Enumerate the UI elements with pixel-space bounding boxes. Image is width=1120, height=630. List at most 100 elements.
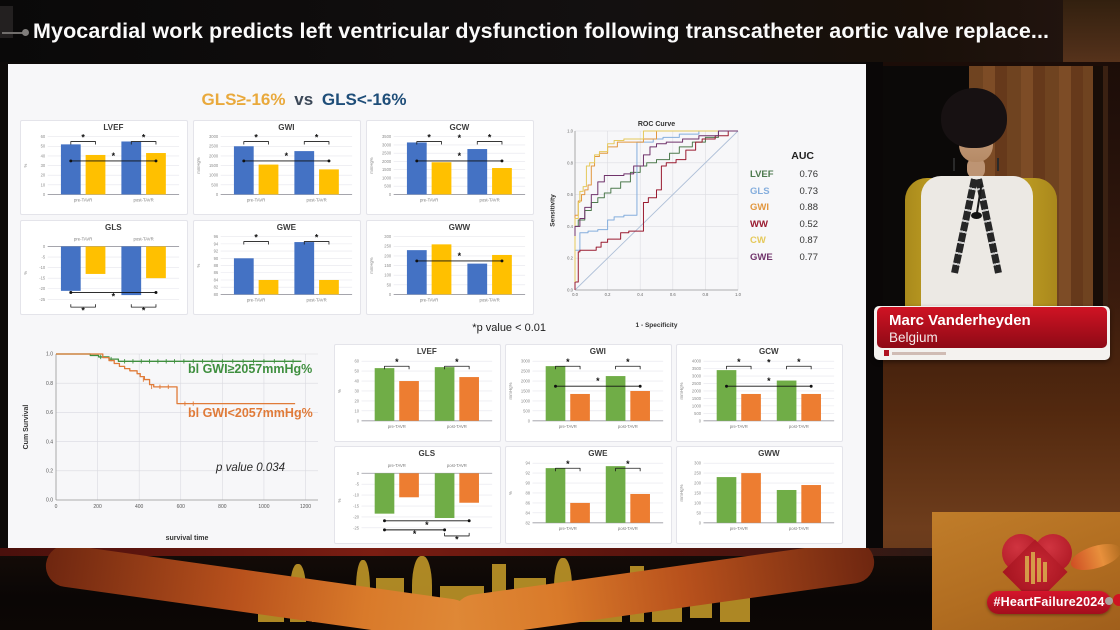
svg-text:*: *	[427, 133, 431, 143]
survival-label-high: bl GWI≥2057mmHg%	[188, 362, 313, 376]
survival-label-low: bl GWI<2057mmHg%	[188, 406, 313, 420]
speaker-lower-third: Marc Vanderheyden Belgium	[877, 307, 1107, 348]
svg-text:pre-TAVR: pre-TAVR	[559, 424, 577, 429]
heart-brush-tail	[1067, 538, 1120, 576]
svg-text:0: 0	[389, 292, 392, 297]
svg-text:*: *	[315, 133, 319, 143]
svg-text:%: %	[196, 263, 201, 267]
svg-text:1500: 1500	[382, 167, 392, 172]
svg-text:86: 86	[214, 270, 219, 275]
svg-text:*: *	[767, 358, 771, 368]
svg-text:3000: 3000	[692, 374, 702, 379]
svg-text:0.6: 0.6	[567, 192, 573, 197]
roc-legend-series-name: CW	[750, 235, 766, 246]
svg-text:20: 20	[354, 398, 359, 403]
svg-text:80: 80	[214, 292, 219, 297]
svg-text:*: *	[455, 534, 459, 543]
svg-text:1500: 1500	[521, 388, 531, 393]
svg-text:0.4: 0.4	[637, 292, 643, 297]
roc-legend-series-name: GWI	[750, 202, 769, 213]
heart-skyline-bar	[1043, 562, 1047, 582]
svg-text:*: *	[112, 291, 116, 301]
svg-text:30: 30	[354, 388, 359, 393]
svg-text:2500: 2500	[521, 369, 531, 374]
roc-legend-auc-value: 0.52	[799, 218, 819, 230]
svg-text:*: *	[455, 357, 459, 367]
svg-text:0.6: 0.6	[46, 410, 53, 416]
svg-text:pre-TAVR: pre-TAVR	[420, 297, 438, 302]
svg-text:-5: -5	[42, 255, 46, 260]
svg-text:1.0: 1.0	[567, 129, 573, 134]
svg-text:86: 86	[525, 500, 530, 505]
svg-text:0.0: 0.0	[572, 292, 578, 297]
roc-legend-auc-value: 0.73	[799, 185, 819, 197]
roc-legend-auc-value: 0.88	[799, 202, 819, 213]
svg-text:0.8: 0.8	[46, 381, 53, 387]
survival-p-value: p value 0.034	[216, 462, 286, 474]
svg-text:500: 500	[211, 182, 219, 187]
svg-text:-15: -15	[39, 276, 46, 281]
svg-text:GWE: GWE	[277, 223, 297, 232]
svg-text:1.0: 1.0	[735, 292, 741, 297]
microphone-icon	[971, 212, 982, 219]
svg-text:mmHg%: mmHg%	[679, 484, 684, 501]
comparison-heading-b: GLS<-16%	[321, 90, 407, 109]
svg-text:150: 150	[694, 490, 702, 495]
svg-text:50: 50	[354, 369, 359, 374]
svg-text:800: 800	[218, 504, 227, 510]
svg-text:%: %	[23, 271, 28, 275]
svg-text:-25: -25	[353, 525, 360, 530]
svg-text:3500: 3500	[692, 366, 702, 371]
svg-text:0.2: 0.2	[605, 292, 611, 297]
mini-chart-gww: GWW 0 50 100 150 200 250 300 mmHg% pre-TAVR post-T…	[366, 220, 534, 315]
svg-text:*: *	[81, 306, 85, 314]
svg-text:3000: 3000	[521, 359, 531, 364]
svg-text:post-TAVR: post-TAVR	[134, 197, 154, 202]
svg-text:*: *	[112, 151, 116, 161]
red-dot-icon	[1113, 594, 1120, 606]
svg-text:*: *	[413, 529, 417, 539]
svg-text:0: 0	[216, 192, 219, 197]
earring-left-icon	[953, 158, 955, 171]
svg-text:50: 50	[696, 510, 701, 515]
svg-text:-20: -20	[353, 514, 360, 519]
svg-text:-5: -5	[355, 482, 359, 487]
svg-text:%: %	[337, 389, 342, 393]
svg-text:2000: 2000	[521, 379, 531, 384]
speaker-country: Belgium	[889, 330, 938, 345]
svg-text:1500: 1500	[209, 163, 219, 168]
svg-text:*: *	[254, 233, 258, 243]
svg-text:100: 100	[694, 500, 702, 505]
roc-legend-auc-value: 0.87	[799, 235, 819, 246]
earring-right-icon	[997, 158, 999, 171]
survival-plot-panel: 0.0 0.2 0.4 0.6 0.8 1.0 0 200 400 600 800 1000 1200 s…	[20, 342, 332, 546]
svg-text:0: 0	[699, 418, 702, 423]
title-bullet-icon	[2, 32, 23, 34]
svg-text:pre-TAVR: pre-TAVR	[420, 197, 438, 202]
svg-text:pre-TAVR: pre-TAVR	[74, 237, 92, 242]
roc-legend-row: GLS 0.73	[750, 186, 818, 197]
title-bullet-dot-icon	[22, 29, 29, 36]
svg-text:2500: 2500	[209, 144, 219, 149]
svg-text:90: 90	[214, 256, 219, 261]
svg-text:82: 82	[525, 520, 530, 525]
speaker-video[interactable]	[883, 66, 1108, 352]
svg-text:%: %	[337, 498, 342, 502]
svg-text:50: 50	[387, 282, 392, 287]
svg-text:*: *	[566, 459, 570, 469]
society-logo-text-line	[892, 352, 946, 355]
svg-text:300: 300	[384, 234, 392, 239]
heart-skyline-bar	[1037, 558, 1041, 582]
svg-text:300: 300	[694, 461, 702, 466]
svg-text:2500: 2500	[382, 151, 392, 156]
svg-text:-25: -25	[39, 297, 46, 302]
outcome-bar-chart-grid: LVEF 0 10 20 30 40 50 60% pre-TAVR post-TAVR * * GWI…	[334, 344, 843, 544]
mini-chart-gcw: GCW 0 500 1000 1500 2000 2500 3000 3500 mmHg% pre-…	[366, 120, 534, 215]
svg-text:2000: 2000	[692, 388, 702, 393]
roc-curve-chart: 0.0 0.0 0.2 0.2 0.4 0.4 0.6 0.6 0.8 0.8 1.0 1.0 ROC …	[548, 118, 748, 337]
svg-text:pre-TAVR: pre-TAVR	[247, 297, 265, 302]
presentation-title: Myocardial work predicts left ventricula…	[33, 18, 1050, 43]
svg-text:LVEF: LVEF	[417, 347, 437, 356]
svg-text:0.8: 0.8	[567, 160, 573, 165]
